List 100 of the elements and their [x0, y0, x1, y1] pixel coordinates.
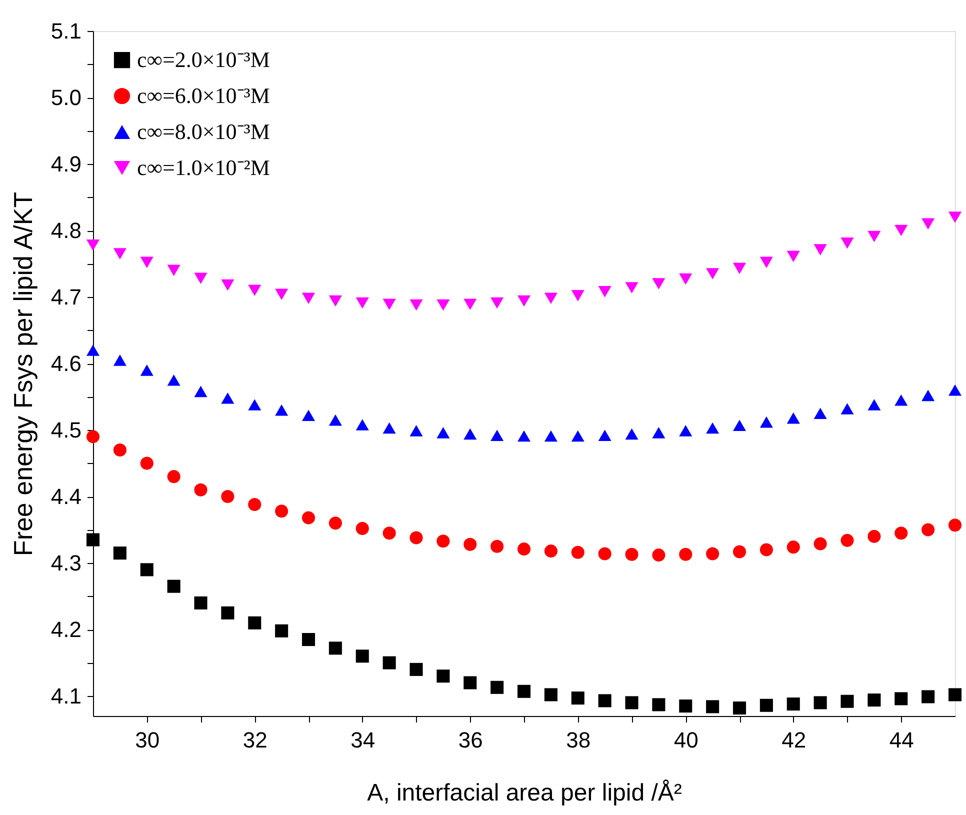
- point: [948, 384, 962, 396]
- point: [922, 690, 935, 704]
- point: [948, 688, 962, 702]
- point: [948, 212, 962, 223]
- legend-label: c∞=6.0×10⁻³M: [137, 83, 270, 108]
- point: [410, 299, 423, 311]
- legend-label: c∞=8.0×10⁻³M: [137, 119, 270, 144]
- point: [464, 676, 477, 690]
- point: [922, 218, 935, 230]
- x-tick-label: 38: [566, 728, 591, 752]
- point: [571, 546, 584, 559]
- point: [464, 298, 477, 310]
- point: [840, 403, 854, 414]
- point: [248, 284, 262, 296]
- point: [786, 540, 800, 554]
- point: [464, 538, 477, 551]
- point: [814, 696, 827, 710]
- point: [652, 427, 666, 438]
- point: [652, 278, 666, 290]
- point: [275, 624, 288, 638]
- point: [598, 286, 612, 298]
- point: [732, 545, 746, 558]
- point: [140, 364, 154, 376]
- y-tick-label: 4.2: [50, 617, 82, 642]
- point: [571, 692, 584, 705]
- point: [948, 518, 962, 532]
- point: [625, 696, 638, 710]
- point: [922, 390, 935, 402]
- point: [517, 295, 531, 307]
- x-tick-label: 32: [242, 728, 268, 752]
- point: [732, 262, 746, 274]
- x-tick-label: 40: [674, 728, 698, 752]
- y-tick-label: 4.7: [50, 284, 82, 310]
- point: [194, 386, 208, 398]
- point: [652, 698, 666, 712]
- point: [490, 430, 504, 441]
- point: [464, 428, 477, 440]
- y-tick-label: 4.5: [50, 418, 82, 443]
- legend-label: c∞=2.0×10⁻³M: [137, 47, 270, 72]
- point: [868, 694, 881, 707]
- point: [436, 299, 450, 311]
- y-tick-label: 4.3: [50, 550, 82, 576]
- point: [194, 272, 208, 284]
- point: [625, 282, 638, 294]
- y-tick-label: 5.1: [50, 18, 82, 44]
- point: [328, 642, 342, 655]
- point: [140, 256, 154, 268]
- x-tick-label: 44: [889, 728, 914, 752]
- point: [328, 414, 342, 426]
- point: [814, 537, 827, 550]
- point: [517, 684, 531, 698]
- point: [894, 394, 908, 406]
- point: [732, 420, 746, 432]
- point: [86, 430, 100, 444]
- point: [517, 430, 531, 442]
- y-axis-title: Free energy Fsys per lipid A/KT: [8, 192, 38, 556]
- point: [625, 548, 638, 561]
- point: [410, 531, 423, 544]
- point: [436, 670, 450, 683]
- point: [436, 534, 450, 548]
- point: [221, 392, 234, 404]
- point: [194, 596, 208, 610]
- point: [275, 404, 288, 416]
- legend-label: c∞=1.0×10⁻²M: [137, 155, 270, 180]
- point: [356, 522, 369, 535]
- point: [679, 548, 692, 561]
- point: [382, 656, 396, 670]
- point: [732, 702, 746, 715]
- point: [113, 354, 126, 366]
- point: [302, 292, 316, 304]
- point: [302, 511, 316, 524]
- x-axis-title: A, interfacial area per lipid /Å²: [367, 780, 682, 806]
- point: [410, 425, 423, 436]
- point: [571, 290, 584, 302]
- x-tick-label: 30: [135, 728, 160, 752]
- point: [760, 416, 773, 428]
- point: [598, 547, 612, 560]
- point: [328, 516, 342, 530]
- point: [868, 230, 881, 242]
- point: [275, 504, 288, 518]
- point: [221, 279, 234, 291]
- point: [221, 606, 234, 620]
- point: [868, 530, 881, 543]
- point: [248, 399, 262, 410]
- point: [140, 456, 154, 470]
- point: [760, 543, 773, 556]
- y-tick-label: 5.0: [50, 85, 82, 110]
- point: [786, 412, 800, 424]
- point: [382, 526, 396, 540]
- point: [894, 692, 908, 706]
- x-tick-label: 42: [782, 728, 806, 752]
- point: [679, 273, 692, 285]
- point: [140, 563, 154, 576]
- point: [410, 662, 423, 676]
- point: [706, 700, 720, 714]
- point: [490, 297, 504, 309]
- point: [652, 548, 666, 562]
- point: [302, 633, 316, 646]
- point: [760, 698, 773, 712]
- point: [814, 244, 827, 256]
